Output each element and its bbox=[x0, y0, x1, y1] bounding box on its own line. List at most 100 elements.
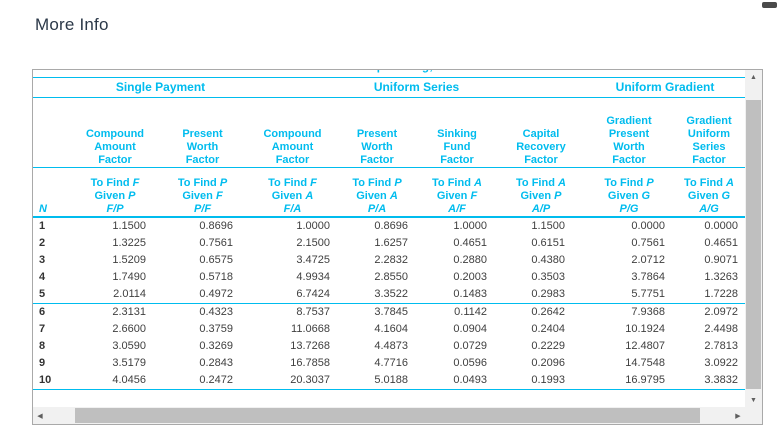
value-cell: 0.0000 bbox=[704, 220, 739, 232]
group-header-empty bbox=[33, 77, 73, 98]
value-cell: 7.9368 bbox=[631, 306, 665, 318]
value-cell: 0.2229 bbox=[531, 340, 565, 352]
scroll-right-icon[interactable]: ▶ bbox=[731, 407, 745, 424]
value-cell: 0.2003 bbox=[453, 271, 487, 283]
n-cell: 10 bbox=[33, 372, 73, 390]
n-cell: 4 bbox=[39, 271, 46, 283]
value-cell: 12.4807 bbox=[625, 340, 665, 352]
table-viewport[interactable]: Discrete Compounding; i = 15% Single Pay… bbox=[33, 70, 745, 407]
n-cell: 6 bbox=[39, 306, 46, 318]
table-row: 5 2.0114 0.4972 6.7424 3.3522 0.1483 0.2983 5.7… bbox=[33, 286, 745, 304]
value-cell: 4.9934 bbox=[296, 271, 330, 283]
value-cell: 1.0000 bbox=[453, 220, 487, 232]
colhead-ag: Gradient Uniform Series Factor bbox=[673, 97, 745, 168]
value-cell: 3.7845 bbox=[374, 306, 408, 318]
value-cell: 0.6151 bbox=[531, 237, 565, 249]
scroll-up-icon[interactable]: ▲ bbox=[745, 70, 762, 84]
value-cell: 6.7424 bbox=[248, 286, 337, 304]
value-cell: 0.3269 bbox=[199, 340, 233, 352]
value-cell: 0.2472 bbox=[157, 372, 248, 390]
table-body: 1 1.1500 0.8696 1.0000 0.8696 1.0000 1.1500 0.0… bbox=[33, 217, 745, 390]
value-cell: 0.0729 bbox=[453, 340, 487, 352]
value-cell: 0.3759 bbox=[199, 323, 233, 335]
value-cell: 2.3131 bbox=[112, 306, 146, 318]
value-cell: 0.4651 bbox=[704, 237, 739, 249]
group-uniform-gradient: Uniform Gradient bbox=[585, 77, 745, 98]
value-cell: 3.4725 bbox=[296, 254, 330, 266]
factor-header-pa: To Find P Given A P/A bbox=[337, 167, 417, 218]
n-cell: 5 bbox=[33, 286, 73, 304]
horizontal-scrollbar[interactable]: ◀ ▶ bbox=[33, 407, 745, 424]
colhead-ap: Capital Recovery Factor bbox=[497, 97, 585, 168]
table-row: 4 1.7490 0.5718 4.9934 2.8550 0.2003 0.3503 3.7… bbox=[33, 269, 745, 286]
factor-header-fa: To Find F Given A F/A bbox=[248, 167, 337, 218]
table-row: 9 3.5179 0.2843 16.7858 4.7716 0.0596 0.2096 14… bbox=[33, 355, 745, 372]
value-cell: 4.7716 bbox=[374, 357, 408, 369]
value-cell: 3.3832 bbox=[673, 372, 745, 390]
value-cell: 0.2843 bbox=[199, 357, 233, 369]
value-cell: 10.1924 bbox=[625, 323, 665, 335]
factor-header-row: N To Find F Given P F/P To Find P Given … bbox=[33, 167, 745, 218]
value-cell: 0.2983 bbox=[497, 286, 585, 304]
value-cell: 0.0000 bbox=[631, 220, 665, 232]
scrollbar-corner bbox=[745, 407, 762, 424]
value-cell: 0.7561 bbox=[631, 237, 665, 249]
factor-header-fp: To Find F Given P F/P bbox=[73, 167, 157, 218]
value-cell: 0.4651 bbox=[453, 237, 487, 249]
value-cell: 2.2832 bbox=[374, 254, 408, 266]
scroll-down-icon[interactable]: ▼ bbox=[745, 393, 762, 407]
value-cell: 2.4498 bbox=[704, 323, 739, 335]
n-cell: 1 bbox=[39, 220, 46, 232]
value-cell: 2.6600 bbox=[112, 323, 146, 335]
n-cell: 9 bbox=[39, 357, 46, 369]
group-header-row: Single Payment Uniform Series Uniform Gr… bbox=[33, 77, 745, 98]
colhead-fp: Compound Amount Factor bbox=[73, 97, 157, 168]
vertical-scrollbar-thumb[interactable] bbox=[746, 100, 761, 389]
value-cell: 2.7813 bbox=[704, 340, 739, 352]
scroll-left-icon[interactable]: ◀ bbox=[33, 407, 47, 424]
factor-header-ag: To Find A Given G A/G bbox=[673, 167, 745, 218]
value-cell: 2.8550 bbox=[374, 271, 408, 283]
table-row: 7 2.6600 0.3759 11.0668 4.1604 0.0904 0.2404 10… bbox=[33, 321, 745, 338]
value-cell: 0.1483 bbox=[417, 286, 497, 304]
value-cell: 2.0972 bbox=[704, 306, 739, 318]
n-cell: 8 bbox=[39, 340, 46, 352]
value-cell: 0.7561 bbox=[199, 237, 233, 249]
page-title: More Info bbox=[35, 15, 109, 34]
value-cell: 0.0596 bbox=[453, 357, 487, 369]
scrollbar-fragment[interactable] bbox=[762, 2, 777, 8]
value-cell: 1.7490 bbox=[112, 271, 146, 283]
value-cell: 0.8696 bbox=[374, 220, 408, 232]
colhead-pa: Present Worth Factor bbox=[337, 97, 417, 168]
value-cell: 5.0188 bbox=[337, 372, 417, 390]
value-cell: 2.0712 bbox=[631, 254, 665, 266]
horizontal-scrollbar-thumb[interactable] bbox=[75, 408, 700, 423]
table-row: 3 1.5209 0.6575 3.4725 2.2832 0.2880 0.4380 2.0… bbox=[33, 252, 745, 269]
n-cell: 3 bbox=[39, 254, 46, 266]
table-title-row: Discrete Compounding; i = 15% bbox=[33, 70, 745, 78]
value-cell: 20.3037 bbox=[248, 372, 337, 390]
value-cell: 4.0456 bbox=[73, 372, 157, 390]
colhead-empty bbox=[33, 97, 73, 168]
value-cell: 0.1993 bbox=[497, 372, 585, 390]
n-cell: 7 bbox=[39, 323, 46, 335]
value-cell: 0.2096 bbox=[531, 357, 565, 369]
factor-table: Discrete Compounding; i = 15% Single Pay… bbox=[33, 70, 745, 390]
value-cell: 0.6575 bbox=[199, 254, 233, 266]
vertical-scrollbar[interactable]: ▲ ▼ bbox=[745, 70, 762, 407]
table-row: 10 4.0456 0.2472 20.3037 5.0188 0.0493 0.1993 1… bbox=[33, 372, 745, 390]
value-cell: 1.1500 bbox=[112, 220, 146, 232]
n-column-header: N bbox=[33, 167, 73, 218]
value-cell: 0.4380 bbox=[531, 254, 565, 266]
value-cell: 0.0493 bbox=[417, 372, 497, 390]
value-cell: 3.3522 bbox=[337, 286, 417, 304]
factor-table-panel: Discrete Compounding; i = 15% Single Pay… bbox=[32, 69, 763, 425]
value-cell: 4.1604 bbox=[374, 323, 408, 335]
value-cell: 3.7864 bbox=[631, 271, 665, 283]
table-row: 1 1.1500 0.8696 1.0000 0.8696 1.0000 1.1500 0.0… bbox=[33, 217, 745, 235]
colhead-af: Sinking Fund Factor bbox=[417, 97, 497, 168]
value-cell: 1.3225 bbox=[112, 237, 146, 249]
value-cell: 1.1500 bbox=[531, 220, 565, 232]
value-cell: 2.1500 bbox=[296, 237, 330, 249]
value-cell: 16.7858 bbox=[290, 357, 330, 369]
